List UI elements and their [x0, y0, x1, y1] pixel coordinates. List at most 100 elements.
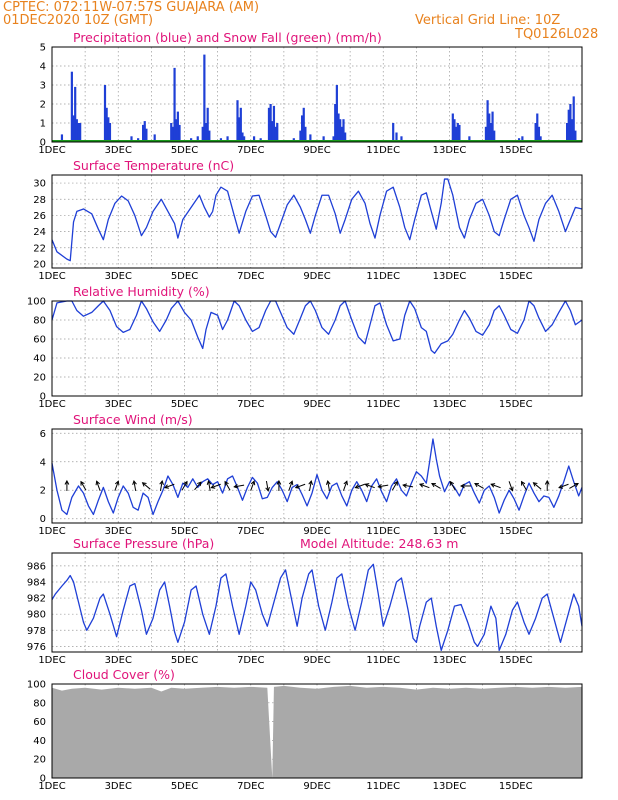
precip-bar [335, 85, 338, 142]
wind-arrow-shaft [288, 481, 293, 491]
wind-arrow [532, 482, 542, 490]
wind-arrow-head [114, 480, 120, 486]
wind-arrow-head [224, 480, 229, 486]
wind-arrow [402, 483, 414, 488]
wind-arrow-head [418, 483, 424, 488]
y-tick-label: 40 [33, 736, 46, 747]
wind-arrow [276, 479, 282, 491]
wind-arrow [233, 483, 245, 489]
y-tick-label: 0 [40, 392, 46, 403]
wind-arrow-head [490, 483, 496, 488]
precip-bar [141, 124, 145, 142]
wind-arrow [206, 480, 212, 491]
wind-arrow [490, 483, 501, 489]
x-tick-label: 1DEC [38, 526, 65, 537]
wind-arrow-head [250, 480, 256, 486]
x-tick-label: 13DEC [433, 526, 467, 537]
precip-bar [486, 100, 489, 142]
wind-arrow [210, 483, 221, 489]
x-tick-label: 1DEC [38, 781, 65, 792]
wind-arrow-head [294, 484, 300, 489]
precip-bar [456, 123, 459, 142]
x-tick-label: 15DEC [499, 781, 533, 792]
x-tick-label: 9DEC [303, 655, 330, 666]
wind-arrow-shaft [265, 480, 269, 491]
y-tick-label: 0 [40, 774, 46, 785]
x-tick-label: 5DEC [171, 271, 198, 282]
wind-arrow-head [265, 486, 270, 492]
x-tick-label: 3DEC [105, 655, 132, 666]
x-tick-label: 9DEC [303, 526, 330, 537]
wind-arrow-shaft [508, 481, 513, 491]
precip-bar [153, 134, 156, 142]
precip-bar [79, 123, 82, 142]
x-tick-label: 7DEC [237, 526, 264, 537]
y-tick-label: 20 [33, 373, 46, 384]
wind-arrow-shaft [309, 480, 312, 491]
precip-bar [392, 123, 395, 142]
wind-arrow [508, 481, 514, 492]
wind-arrow-shaft [558, 483, 569, 489]
precip-bar [539, 136, 542, 142]
wind-arrow-shaft [521, 481, 527, 491]
y-tick-label: 40 [33, 354, 46, 365]
precip-bar [243, 136, 246, 142]
x-tick-label: 13DEC [433, 399, 467, 410]
precip-bar [395, 132, 398, 142]
series-line [51, 563, 583, 652]
precip-bar [241, 132, 244, 142]
x-tick-label: 1DEC [38, 399, 65, 410]
y-tick-label: 60 [33, 717, 46, 728]
y-tick-label: 60 [33, 335, 46, 346]
wind-arrow-head [377, 483, 383, 489]
y-tick-label: 976 [27, 642, 46, 653]
y-tick-label: 4 [40, 457, 46, 468]
wind-arrow-shaft [250, 481, 255, 491]
wind-arrow-head [354, 484, 360, 489]
y-tick-label: 984 [27, 577, 46, 588]
x-tick-label: 9DEC [303, 781, 330, 792]
precip-bar [453, 119, 456, 142]
precip-bar [74, 86, 77, 142]
precip-bar [342, 119, 345, 142]
precip-bar [484, 126, 488, 142]
x-tick-label: 3DEC [105, 145, 132, 156]
panel-1: 0 1 2 3 4 5 1DEC 3DEC 5DEC 7DEC 9DEC 11DEC 13DEC 15DE… [38, 30, 583, 156]
precip-bar [271, 121, 274, 142]
wind-arrow [558, 483, 569, 489]
x-tick-label: 15DEC [499, 271, 533, 282]
precip-bar [105, 107, 108, 142]
x-tick-label: 13DEC [433, 781, 467, 792]
y-tick-label: 2 [40, 486, 46, 497]
y-tick-label: 24 [33, 227, 46, 238]
wind-arrow-shaft [142, 482, 151, 490]
precip-bar [60, 134, 64, 142]
x-tick-label: 3DEC [105, 781, 132, 792]
wind-arrow-head [206, 480, 212, 485]
wind-arrow-head [325, 480, 331, 485]
x-tick-label: 11DEC [366, 781, 400, 792]
panel-frame [51, 46, 583, 143]
y-tick-label: 22 [33, 243, 46, 254]
wind-arrow-shaft [234, 484, 245, 488]
wind-arrow-head [393, 480, 398, 486]
precip-bar [572, 96, 575, 142]
wind-arrow [460, 483, 472, 489]
panel-6: 0 20 40 60 80 100 1DEC 3DEC 5DEC 7DEC 9DEC 11DEC 13D… [27, 667, 583, 792]
precip-bar [274, 126, 277, 142]
panel-frame [51, 428, 583, 524]
precip-bar [488, 113, 491, 142]
precip-bar [322, 136, 325, 142]
precip-bar [75, 119, 78, 142]
wind-arrow-head [364, 483, 370, 488]
wind-arrow-shaft [391, 481, 398, 491]
wind-arrow [521, 480, 527, 491]
x-tick-label: 5DEC [171, 655, 198, 666]
wind-arrow-head [163, 484, 169, 489]
x-tick-label: 5DEC [171, 781, 198, 792]
wind-arrow-head [288, 480, 294, 486]
wind-arrow [163, 483, 175, 489]
precip-bar [103, 85, 107, 142]
x-tick-label: 11DEC [366, 271, 400, 282]
precip-bar [77, 123, 80, 142]
